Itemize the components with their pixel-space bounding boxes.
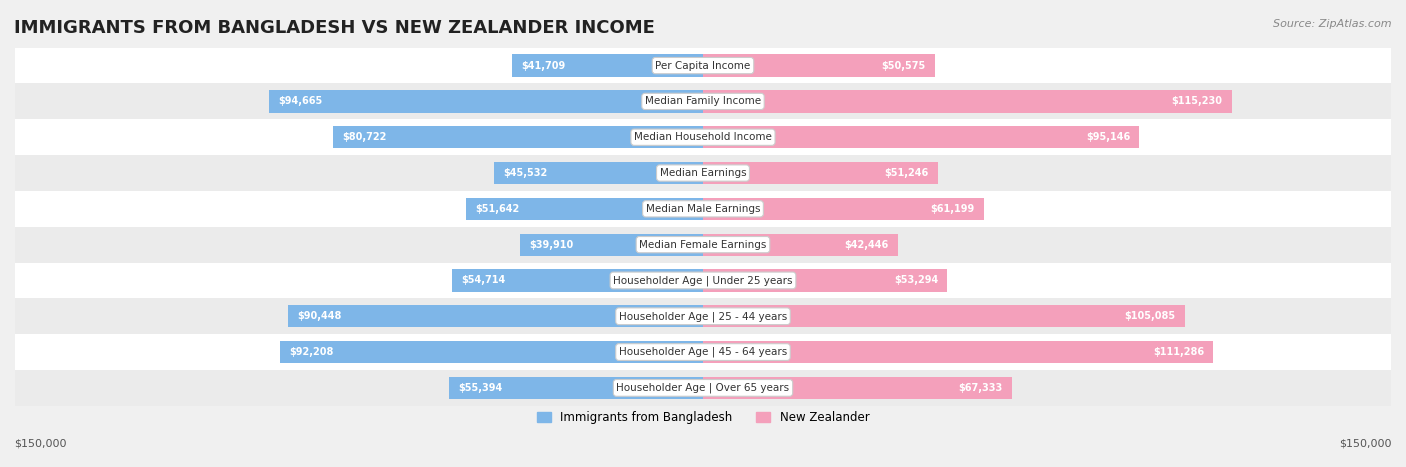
- Text: Source: ZipAtlas.com: Source: ZipAtlas.com: [1274, 19, 1392, 28]
- Text: $53,294: $53,294: [894, 276, 938, 285]
- Bar: [449, 377, 703, 399]
- Bar: [703, 55, 935, 77]
- Text: $41,709: $41,709: [520, 61, 565, 71]
- FancyBboxPatch shape: [15, 155, 1391, 191]
- Text: $111,286: $111,286: [1153, 347, 1205, 357]
- Text: $92,208: $92,208: [290, 347, 333, 357]
- Text: Householder Age | 45 - 64 years: Householder Age | 45 - 64 years: [619, 347, 787, 357]
- Bar: [703, 269, 948, 291]
- Bar: [703, 162, 938, 184]
- FancyBboxPatch shape: [15, 227, 1391, 262]
- Text: Householder Age | Under 25 years: Householder Age | Under 25 years: [613, 275, 793, 286]
- Bar: [333, 126, 703, 149]
- Text: $51,246: $51,246: [884, 168, 929, 178]
- Text: $67,333: $67,333: [959, 383, 1002, 393]
- Bar: [467, 198, 703, 220]
- Bar: [703, 305, 1185, 327]
- Text: Median Family Income: Median Family Income: [645, 96, 761, 106]
- Text: $61,199: $61,199: [931, 204, 974, 214]
- Text: $90,448: $90,448: [297, 311, 342, 321]
- FancyBboxPatch shape: [15, 191, 1391, 227]
- FancyBboxPatch shape: [15, 298, 1391, 334]
- Bar: [288, 305, 703, 327]
- Bar: [512, 55, 703, 77]
- FancyBboxPatch shape: [15, 370, 1391, 406]
- Text: $45,532: $45,532: [503, 168, 547, 178]
- Text: $150,000: $150,000: [1340, 439, 1392, 448]
- Text: $150,000: $150,000: [14, 439, 66, 448]
- Text: Median Household Income: Median Household Income: [634, 132, 772, 142]
- Text: Median Male Earnings: Median Male Earnings: [645, 204, 761, 214]
- Bar: [269, 90, 703, 113]
- FancyBboxPatch shape: [15, 84, 1391, 119]
- Text: $95,146: $95,146: [1085, 132, 1130, 142]
- Text: Householder Age | Over 65 years: Householder Age | Over 65 years: [616, 382, 790, 393]
- FancyBboxPatch shape: [15, 262, 1391, 298]
- Text: Per Capita Income: Per Capita Income: [655, 61, 751, 71]
- Bar: [453, 269, 703, 291]
- Text: $39,910: $39,910: [529, 240, 574, 250]
- Text: $80,722: $80,722: [342, 132, 387, 142]
- Text: $115,230: $115,230: [1171, 96, 1222, 106]
- Bar: [703, 234, 897, 256]
- Bar: [703, 90, 1232, 113]
- Text: Median Female Earnings: Median Female Earnings: [640, 240, 766, 250]
- FancyBboxPatch shape: [15, 119, 1391, 155]
- Text: Householder Age | 25 - 44 years: Householder Age | 25 - 44 years: [619, 311, 787, 321]
- Bar: [703, 198, 984, 220]
- Text: Median Earnings: Median Earnings: [659, 168, 747, 178]
- Text: IMMIGRANTS FROM BANGLADESH VS NEW ZEALANDER INCOME: IMMIGRANTS FROM BANGLADESH VS NEW ZEALAN…: [14, 19, 655, 37]
- Text: $51,642: $51,642: [475, 204, 520, 214]
- Bar: [703, 377, 1012, 399]
- Text: $55,394: $55,394: [458, 383, 502, 393]
- Bar: [494, 162, 703, 184]
- Bar: [520, 234, 703, 256]
- Legend: Immigrants from Bangladesh, New Zealander: Immigrants from Bangladesh, New Zealande…: [531, 406, 875, 429]
- Text: $54,714: $54,714: [461, 276, 506, 285]
- Text: $94,665: $94,665: [278, 96, 322, 106]
- Text: $42,446: $42,446: [844, 240, 889, 250]
- FancyBboxPatch shape: [15, 334, 1391, 370]
- Bar: [280, 341, 703, 363]
- Bar: [703, 126, 1139, 149]
- FancyBboxPatch shape: [15, 48, 1391, 84]
- Bar: [703, 341, 1213, 363]
- Text: $50,575: $50,575: [882, 61, 925, 71]
- Text: $105,085: $105,085: [1125, 311, 1175, 321]
